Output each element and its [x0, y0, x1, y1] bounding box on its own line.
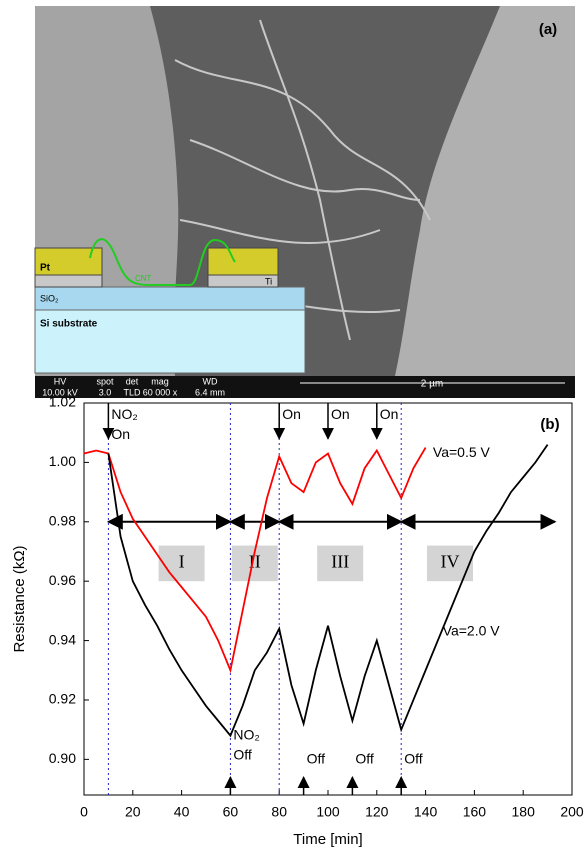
info-name: HV: [54, 376, 67, 386]
cnt-label: CNT: [135, 274, 152, 283]
event-label: NO₂ On: [111, 406, 137, 442]
event-label: Off: [307, 750, 326, 766]
y-tick-label: 0.92: [49, 691, 76, 707]
x-tick-label: 0: [80, 804, 88, 820]
page: (a) Pt CNT Ti SiO₂ Si substrate 2 µm HV 1…: [0, 0, 584, 858]
x-tick-label: 180: [512, 804, 536, 820]
info-name: mag: [151, 376, 169, 386]
figure: (a) Pt CNT Ti SiO₂ Si substrate 2 µm HV 1…: [0, 0, 584, 858]
phase-label: III: [331, 551, 349, 571]
event-label-line: Off: [404, 750, 423, 766]
info-bar: [35, 376, 575, 398]
y-tick-label: 0.90: [49, 750, 76, 766]
panel-label: (b): [540, 416, 559, 433]
event-label: NO₂ Off: [233, 726, 259, 762]
ti-label: Ti: [265, 276, 272, 286]
sem-image: (a) Pt CNT Ti SiO₂ Si substrate 2 µm HV1…: [35, 6, 575, 398]
x-tick-label: 80: [271, 804, 287, 820]
series-label: Va=2.0 V: [443, 622, 501, 638]
x-axis-label: Time [min]: [293, 831, 362, 848]
x-tick-label: 200: [560, 804, 584, 820]
y-tick-label: 1.00: [49, 453, 76, 469]
info-name: det: [126, 376, 139, 386]
x-tick-label: 20: [125, 804, 141, 820]
x-tick-label: 120: [365, 804, 389, 820]
series-line: [108, 445, 547, 736]
event-label: On: [380, 406, 399, 422]
info-value: 60 000 x: [143, 387, 178, 397]
scale-label: 2 µm: [421, 379, 443, 390]
info-value: 3.0: [99, 387, 112, 397]
event-label-line: NO₂: [233, 726, 259, 742]
event-label: On: [331, 406, 350, 422]
x-tick-label: 100: [316, 804, 340, 820]
event-label-line: NO₂: [111, 406, 137, 422]
info-name: spot: [96, 376, 114, 386]
chart: Time [min] Resistance (kΩ) (b) 0 20 40 60 80…: [11, 394, 584, 848]
event-label: On: [282, 406, 301, 422]
info-name: WD: [203, 376, 218, 386]
x-tick-label: 60: [223, 804, 239, 820]
event-label-line: On: [111, 426, 130, 442]
phase-label: IV: [441, 551, 460, 571]
plot-frame: [84, 403, 572, 795]
x-tick-label: 40: [174, 804, 190, 820]
sio2-label: SiO₂: [40, 293, 59, 303]
x-tick-label: 140: [414, 804, 438, 820]
pt-right: [208, 248, 278, 275]
event-label: Off: [404, 750, 423, 766]
x-tick-label: 160: [463, 804, 487, 820]
y-tick-label: 0.96: [49, 572, 76, 588]
pt-label: Pt: [40, 263, 51, 274]
substrate-label: Si substrate: [40, 319, 98, 330]
event-label: Off: [355, 750, 374, 766]
event-label-line: On: [380, 406, 399, 422]
ti-left: [35, 275, 102, 287]
series-label: Va=0.5 V: [433, 444, 491, 460]
y-axis-label: Resistance (kΩ): [11, 545, 28, 652]
y-tick-label: 0.98: [49, 512, 76, 528]
phase-label: I: [179, 551, 185, 571]
event-label-line: On: [282, 406, 301, 422]
event-label-line: On: [331, 406, 350, 422]
sio2-layer: [35, 287, 305, 310]
panel-label: (a): [539, 21, 557, 38]
event-label-line: Off: [355, 750, 374, 766]
event-label-line: Off: [307, 750, 326, 766]
event-label-line: Off: [233, 746, 252, 762]
info-value: TLD: [123, 387, 141, 397]
y-tick-label: 0.94: [49, 631, 76, 647]
info-value: 6.4 mm: [195, 387, 225, 397]
y-tick-label: 1.02: [49, 394, 76, 410]
